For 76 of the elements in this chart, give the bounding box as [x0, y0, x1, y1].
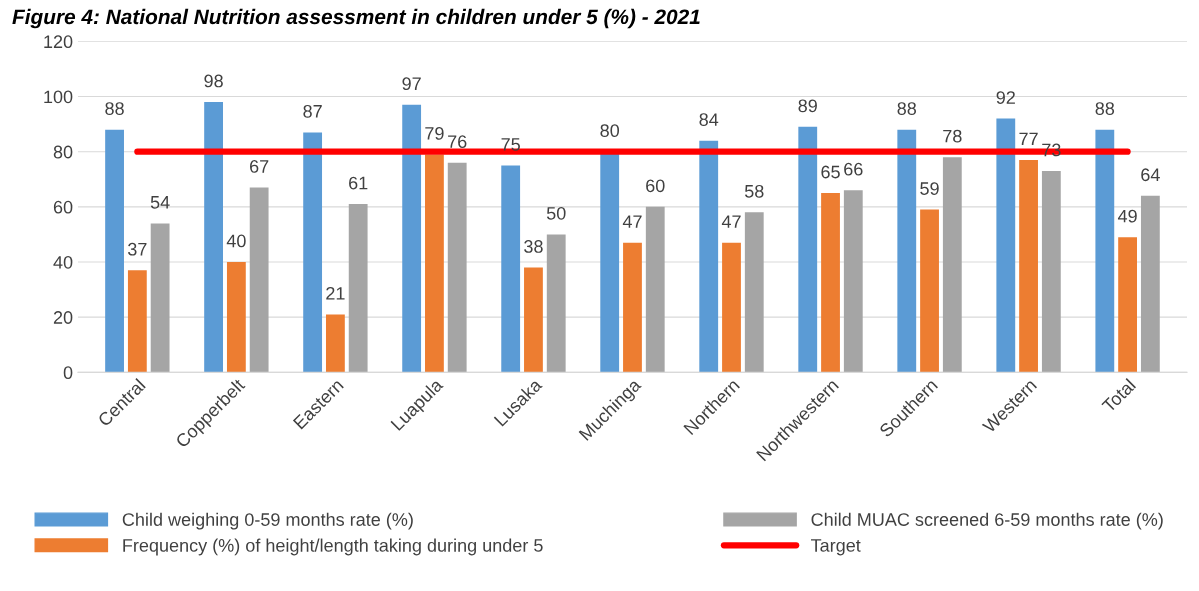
bar — [402, 104, 422, 373]
bar — [645, 206, 665, 373]
data-label: 21 — [326, 286, 345, 300]
bar — [546, 234, 566, 373]
bar — [127, 270, 147, 373]
bar — [325, 314, 345, 373]
bar — [942, 157, 962, 373]
bar — [1041, 171, 1061, 373]
bar — [105, 129, 124, 373]
bar — [204, 102, 224, 373]
data-label: 54 — [150, 196, 170, 209]
data-label: 92 — [996, 91, 1015, 104]
bar — [1019, 159, 1038, 373]
bar — [996, 118, 1016, 373]
data-label: 75 — [501, 138, 520, 151]
data-label: 37 — [128, 242, 147, 256]
data-label: 60 — [646, 179, 665, 193]
bar — [303, 132, 323, 373]
chart-title: Figure 4: National Nutrition assessment in children under 5 (%) - 2021 — [12, 8, 700, 29]
data-label: 61 — [349, 176, 368, 190]
data-label: 78 — [943, 129, 962, 143]
data-label: 98 — [204, 74, 223, 88]
bar — [744, 212, 764, 373]
data-label: 47 — [721, 215, 741, 228]
data-label: 38 — [524, 240, 543, 253]
data-label: 89 — [798, 99, 817, 113]
data-label: 80 — [600, 124, 620, 138]
data-label: 87 — [303, 104, 322, 118]
data-label: 59 — [920, 182, 939, 195]
data-label: 49 — [1117, 209, 1137, 223]
bar — [798, 126, 818, 373]
legend-label: Target — [811, 539, 861, 556]
y-tick-label: 20 — [53, 311, 73, 324]
y-tick-label: 40 — [53, 255, 73, 269]
bar — [425, 154, 444, 373]
bar — [447, 162, 467, 373]
bar — [501, 165, 521, 373]
legend-label: Frequency (%) of height/length taking during under 5 — [123, 538, 543, 556]
data-label: 64 — [1141, 168, 1160, 182]
data-label: 50 — [546, 206, 566, 220]
data-label: 84 — [699, 113, 719, 126]
bar — [348, 204, 368, 373]
data-label: 76 — [448, 135, 467, 149]
data-label: 40 — [226, 234, 246, 248]
bar — [524, 267, 543, 373]
y-tick-label: 120 — [44, 35, 73, 49]
y-tick-label: 60 — [53, 200, 73, 214]
bar — [821, 193, 840, 373]
data-label: 58 — [744, 184, 764, 198]
data-label: 88 — [105, 102, 124, 115]
bar — [1140, 195, 1160, 373]
data-label: 79 — [425, 126, 444, 140]
data-label: 88 — [897, 102, 917, 115]
legend-label: Child MUAC screened 6-59 months rate (%) — [811, 512, 1163, 530]
bar — [150, 223, 170, 373]
data-label: 65 — [821, 165, 840, 179]
y-tick-label: 80 — [53, 145, 73, 159]
legend-label: Child weighing 0-59 months rate (%) — [122, 512, 413, 530]
bar — [249, 187, 269, 373]
bar — [1095, 129, 1115, 373]
data-label: 97 — [402, 77, 421, 91]
bar — [226, 262, 246, 373]
bar — [843, 190, 863, 373]
y-tick-label: 100 — [44, 90, 73, 104]
data-label: 88 — [1095, 102, 1115, 115]
data-label: 67 — [250, 160, 269, 173]
y-tick-label: 0 — [63, 366, 73, 380]
bar — [623, 242, 642, 373]
data-label: 77 — [1019, 132, 1038, 146]
bar — [722, 242, 741, 373]
data-label: 47 — [622, 215, 642, 228]
data-label: 66 — [844, 162, 863, 176]
bar — [897, 129, 917, 373]
bar — [699, 140, 719, 373]
bar — [1118, 237, 1137, 373]
bar — [920, 209, 939, 373]
